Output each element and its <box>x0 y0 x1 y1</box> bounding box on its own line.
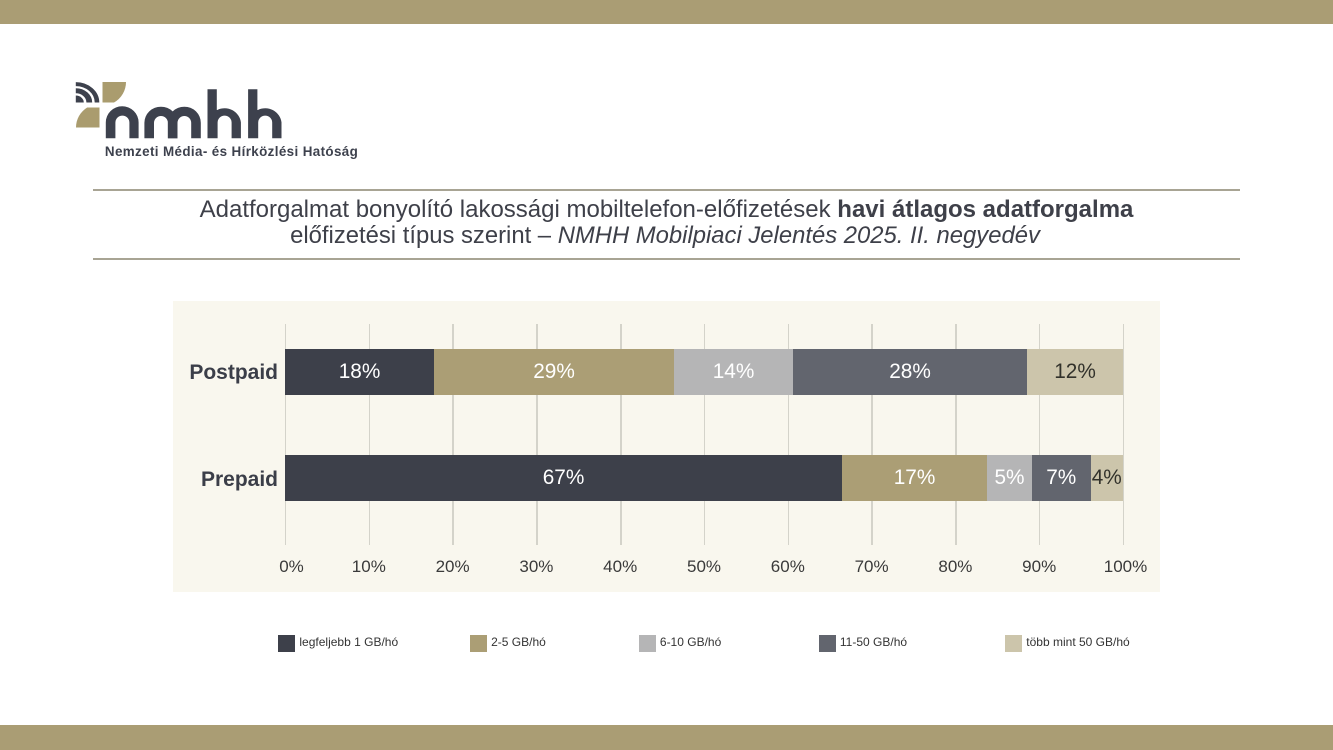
svg-text:Nemzeti Média- és Hírközlési H: Nemzeti Média- és Hírközlési Hatóság <box>105 144 358 159</box>
